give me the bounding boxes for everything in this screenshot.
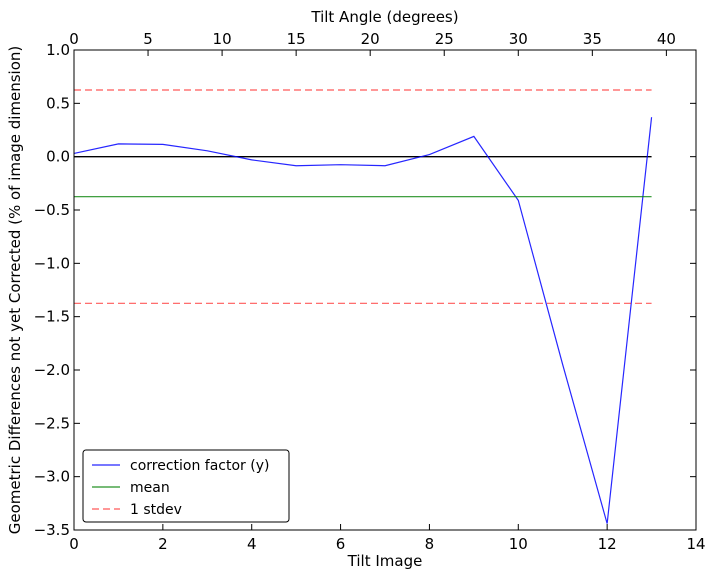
x-tick-label: 8 — [425, 535, 435, 553]
legend-box — [82, 449, 290, 523]
legend-label: correction factor (y) — [130, 458, 269, 474]
top-x-tick-label: 35 — [583, 30, 602, 48]
plot-area — [73, 89, 653, 524]
legend-label: mean — [130, 480, 170, 496]
top-x-tick-label: 10 — [213, 30, 232, 48]
y-tick-label: −3.5 — [34, 521, 70, 539]
y-tick-label: −1.0 — [34, 254, 70, 272]
top-x-tick-label: 5 — [143, 30, 153, 48]
y-tick-label: 0.0 — [46, 148, 70, 166]
top-x-tick-label: 25 — [435, 30, 454, 48]
x-tick-label: 6 — [336, 535, 346, 553]
top-x-tick-label: 30 — [509, 30, 528, 48]
top-x-tick-label: 0 — [69, 30, 79, 48]
top-x-tick-label: 20 — [361, 30, 380, 48]
top-x-tick-label: 40 — [657, 30, 676, 48]
x-tick-label: 12 — [598, 535, 617, 553]
x-tick-label: 14 — [686, 535, 705, 553]
x-axis-title: Tilt Image — [347, 552, 423, 570]
y-tick-label: 1.0 — [46, 41, 70, 59]
top-x-tick-label: 15 — [287, 30, 306, 48]
y-tick-label: −0.5 — [34, 201, 70, 219]
x-tick-label: 2 — [158, 535, 168, 553]
axes: 0 2 4 6 8 10 12 14 0 5 10 15 20 25 30 35 40 −3.5 −3.0 −2.5 −… — [34, 30, 706, 553]
y-tick-label: −2.0 — [34, 361, 70, 379]
y-tick-label: −2.5 — [34, 414, 70, 432]
top-x-axis-title: Tilt Angle (degrees) — [310, 8, 458, 26]
x-tick-label: 4 — [247, 535, 257, 553]
x-tick-label: 0 — [69, 535, 79, 553]
axes-frame — [73, 49, 697, 531]
y-tick-label: −1.5 — [34, 308, 70, 326]
y-tick-label: 0.5 — [46, 94, 70, 112]
legend: correction factor (y) mean 1 stdev — [82, 449, 290, 523]
y-axis-title: Geometric Differences not yet Corrected … — [6, 46, 24, 535]
x-tick-label: 10 — [509, 535, 528, 553]
series-line-1 — [73, 117, 653, 524]
legend-label: 1 stdev — [130, 502, 182, 518]
y-tick-label: −3.0 — [34, 468, 70, 486]
